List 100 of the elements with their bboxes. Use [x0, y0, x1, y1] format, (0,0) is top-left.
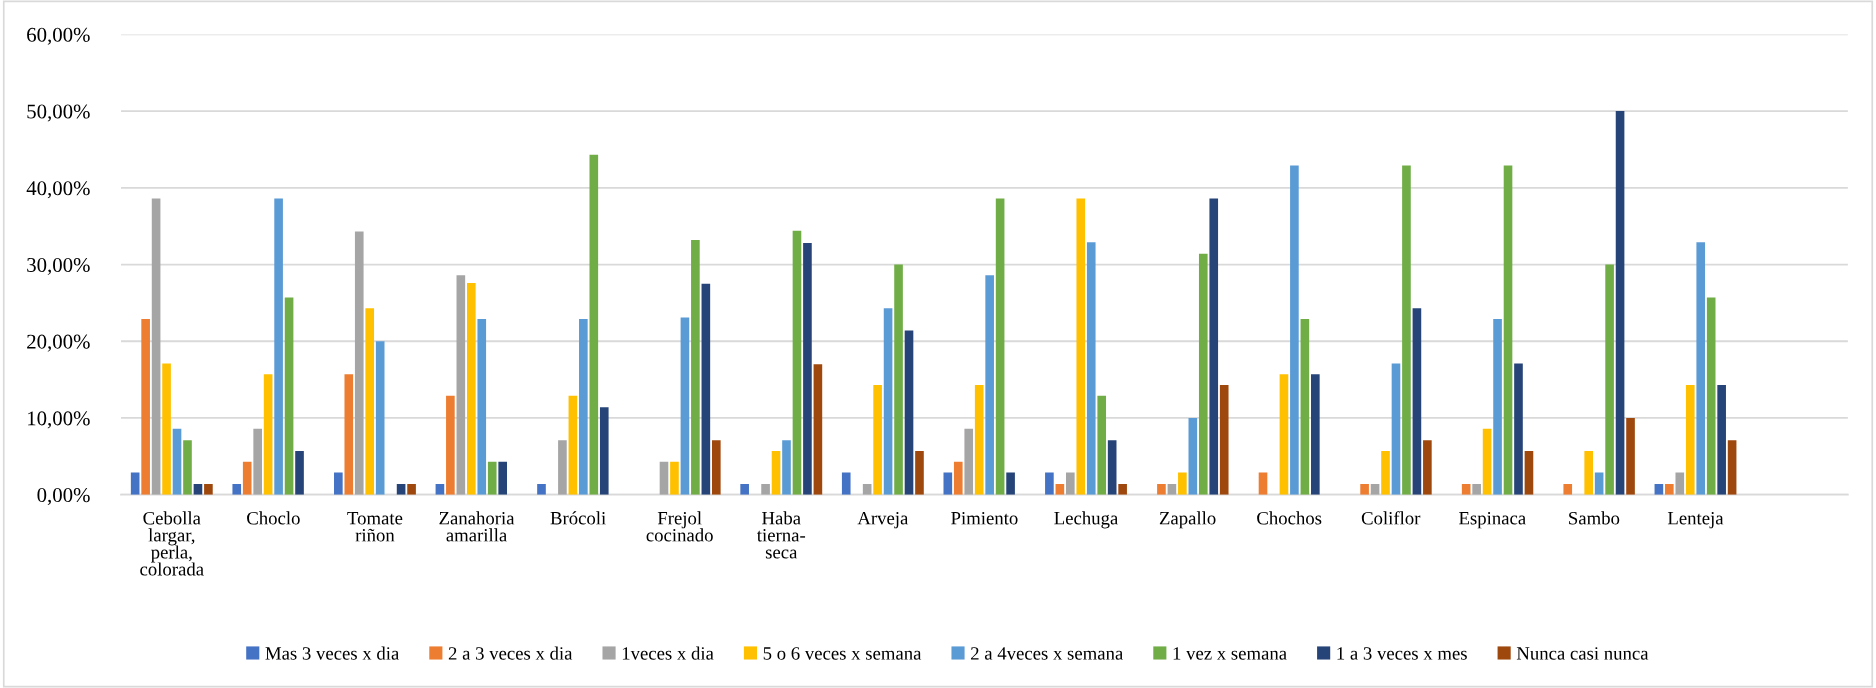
x-tick-label: Sambo — [1569, 511, 1620, 525]
bar — [130, 472, 140, 495]
bar — [456, 275, 466, 495]
bar — [365, 308, 375, 495]
y-tick-label: 30,00% — [27, 257, 90, 275]
bar — [1219, 384, 1229, 495]
bar — [242, 461, 252, 495]
bar — [1472, 483, 1481, 495]
bar — [1188, 417, 1198, 495]
bar — [407, 483, 416, 495]
bar — [1391, 363, 1401, 495]
legend-label: 1veces x dia — [622, 646, 714, 660]
bar — [873, 384, 882, 495]
x-tick-label: Brócoli — [550, 511, 606, 525]
bar — [253, 428, 262, 495]
y-tick-label: 50,00% — [27, 104, 90, 122]
x-tick-label: Zanahoria amarilla — [439, 511, 515, 542]
bar — [599, 407, 609, 495]
bar — [1107, 440, 1117, 495]
bar — [204, 483, 213, 495]
y-tick-label: 10,00% — [28, 411, 90, 429]
bar — [792, 230, 802, 495]
bar — [1045, 472, 1054, 495]
x-tick-label: Frejol cocinado — [646, 511, 713, 542]
bar — [953, 461, 963, 495]
bar — [1258, 472, 1268, 495]
bar — [151, 198, 161, 495]
bar — [782, 440, 791, 495]
bar — [284, 297, 294, 495]
bar — [162, 363, 171, 495]
bar — [537, 483, 546, 495]
bar — [232, 483, 242, 495]
bar — [1626, 417, 1635, 495]
bar — [1402, 165, 1411, 495]
x-tick-label: Lechuga — [1054, 511, 1119, 529]
bar — [1360, 483, 1369, 495]
x-tick-label: Pimiento — [951, 511, 1018, 525]
legend-label: 1 a 3 veces x mes — [1337, 647, 1467, 660]
bar — [803, 243, 812, 495]
legend-label: 2 a 4veces x semana — [971, 647, 1124, 660]
bar — [680, 317, 690, 495]
y-tick-label: 40,00% — [26, 181, 90, 199]
bar — [1706, 297, 1716, 495]
bar — [964, 428, 974, 495]
bar — [1727, 440, 1737, 495]
bar — [1594, 472, 1604, 495]
bar — [1493, 319, 1502, 495]
bar — [579, 319, 588, 495]
bar — [904, 330, 914, 495]
bar — [477, 319, 487, 495]
x-tick-label: Cebolla largar, perla, colorada — [140, 511, 204, 576]
x-tick-label: Espinaca — [1459, 511, 1526, 529]
legend-label: 2 a 3 veces x dia — [448, 646, 573, 660]
bar — [295, 450, 304, 495]
bar — [1685, 384, 1695, 495]
bar — [995, 198, 1005, 495]
bar — [172, 428, 182, 495]
bar — [761, 483, 770, 495]
bar — [589, 154, 599, 495]
bar — [1665, 483, 1674, 495]
bar — [344, 374, 354, 495]
bar — [1584, 450, 1593, 495]
bar — [1412, 308, 1422, 495]
bar — [915, 450, 924, 495]
bar — [1563, 483, 1573, 495]
bar — [771, 450, 781, 495]
bar — [1157, 483, 1166, 495]
bar — [670, 461, 679, 495]
bar — [1178, 472, 1187, 495]
x-tick-label: Tomate riñon — [347, 512, 403, 542]
bar — [498, 461, 508, 495]
bar — [1209, 198, 1219, 495]
bar — [1605, 264, 1614, 495]
bar — [711, 440, 721, 495]
x-tick-label: Lenteja — [1667, 511, 1724, 529]
bar — [1076, 198, 1086, 495]
bar — [354, 231, 364, 495]
legend-label: Mas 3 veces x dia — [265, 646, 400, 660]
bar — [1279, 374, 1289, 495]
bar — [1717, 384, 1726, 495]
bar — [1696, 242, 1706, 495]
bar — [1503, 165, 1513, 495]
bar — [141, 319, 150, 495]
bar — [558, 440, 567, 495]
bar — [740, 483, 749, 495]
bar — [1482, 428, 1492, 495]
bar — [334, 472, 343, 495]
y-tick-label: 0,00% — [37, 488, 90, 506]
x-tick-label: Arveja — [857, 511, 909, 529]
x-tick-label: Choclo — [247, 511, 300, 525]
bar — [1086, 242, 1096, 495]
x-tick-label: Coliflor — [1361, 511, 1421, 525]
bar — [263, 374, 273, 495]
bar — [1118, 483, 1127, 495]
bar — [487, 461, 497, 495]
bar — [183, 440, 192, 495]
bar — [943, 472, 953, 495]
legend-label: 1 vez x semana — [1173, 647, 1287, 660]
bar — [894, 264, 903, 495]
bar — [883, 308, 893, 495]
